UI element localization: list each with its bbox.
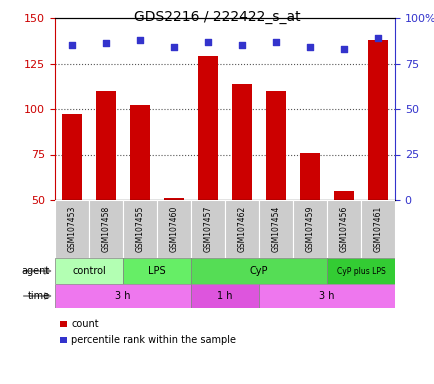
Bar — [55, 258, 123, 284]
Point — [306, 44, 313, 50]
Text: GSM107462: GSM107462 — [237, 206, 246, 252]
Text: GSM107453: GSM107453 — [67, 206, 76, 252]
Bar — [89, 200, 123, 258]
Point — [340, 46, 347, 52]
Bar — [258, 284, 394, 308]
Text: percentile rank within the sample: percentile rank within the sample — [71, 335, 236, 345]
Bar — [293, 200, 326, 258]
Point — [238, 42, 245, 48]
Text: GSM107461: GSM107461 — [373, 206, 381, 252]
Text: GSM107457: GSM107457 — [203, 206, 212, 252]
Bar — [164, 198, 184, 200]
Text: CyP: CyP — [249, 266, 268, 276]
Text: GSM107459: GSM107459 — [305, 206, 314, 252]
Bar — [224, 200, 258, 258]
Bar — [191, 258, 326, 284]
Point — [272, 38, 279, 45]
Bar — [62, 114, 82, 200]
Bar — [231, 84, 252, 200]
Bar — [258, 200, 293, 258]
Bar — [197, 56, 218, 200]
Text: GSM107455: GSM107455 — [135, 206, 144, 252]
Point — [204, 38, 211, 45]
Point — [69, 42, 76, 48]
Bar — [333, 191, 353, 200]
Bar — [55, 284, 191, 308]
Text: agent: agent — [22, 266, 50, 276]
Text: 1 h: 1 h — [217, 291, 232, 301]
Bar — [326, 200, 360, 258]
Text: GSM107454: GSM107454 — [271, 206, 280, 252]
Bar — [191, 284, 258, 308]
Bar — [123, 200, 157, 258]
Text: GSM107460: GSM107460 — [169, 206, 178, 252]
Bar — [326, 258, 394, 284]
Text: 3 h: 3 h — [319, 291, 334, 301]
Text: LPS: LPS — [148, 266, 165, 276]
Bar — [157, 200, 191, 258]
Point — [102, 40, 109, 46]
Point — [170, 44, 177, 50]
Text: control: control — [72, 266, 105, 276]
Bar — [299, 153, 319, 200]
Text: 3 h: 3 h — [115, 291, 131, 301]
Point — [136, 37, 143, 43]
Text: CyP plus LPS: CyP plus LPS — [336, 266, 385, 275]
Text: count: count — [71, 319, 99, 329]
Point — [374, 35, 381, 41]
Bar — [367, 40, 387, 200]
Text: time: time — [28, 291, 50, 301]
Bar — [191, 200, 224, 258]
Bar — [265, 91, 286, 200]
Text: GSM107458: GSM107458 — [101, 206, 110, 252]
Text: GSM107456: GSM107456 — [339, 206, 348, 252]
Text: GDS2216 / 222422_s_at: GDS2216 / 222422_s_at — [134, 10, 300, 24]
Bar — [95, 91, 116, 200]
Bar — [55, 200, 89, 258]
Bar — [123, 258, 191, 284]
Bar — [129, 105, 150, 200]
Bar — [360, 200, 394, 258]
